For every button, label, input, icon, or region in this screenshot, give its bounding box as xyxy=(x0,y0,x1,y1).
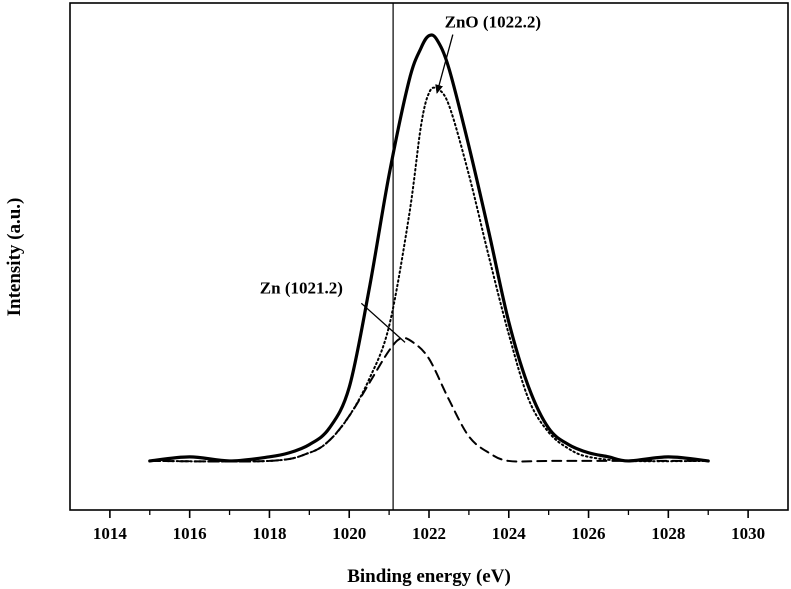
series-line-solid xyxy=(148,33,710,463)
x-axis-title: Binding energy (eV) xyxy=(347,566,511,587)
x-tick-label: 1018 xyxy=(252,524,286,543)
annotation-label: ZnO (1022.2) xyxy=(445,13,541,32)
x-tick-label: 1020 xyxy=(332,524,366,543)
x-tick-label: 1016 xyxy=(173,524,207,543)
annotation-label: Zn (1021.2) xyxy=(260,278,343,297)
series-line-dashed xyxy=(148,336,710,463)
annotation-arrow xyxy=(435,34,454,94)
x-tick-label: 1014 xyxy=(93,524,128,543)
x-tick-label: 1030 xyxy=(731,524,765,543)
plot-frame xyxy=(69,2,789,511)
x-tick-label: 1024 xyxy=(492,524,527,543)
annotation-arrow xyxy=(360,302,406,343)
y-axis-title: Intensity (a.u.) xyxy=(4,198,25,317)
x-tick-label: 1022 xyxy=(412,524,446,543)
x-tick-label: 1028 xyxy=(651,524,685,543)
series-line-dotted xyxy=(148,86,710,463)
x-tick-label: 1026 xyxy=(572,524,606,543)
